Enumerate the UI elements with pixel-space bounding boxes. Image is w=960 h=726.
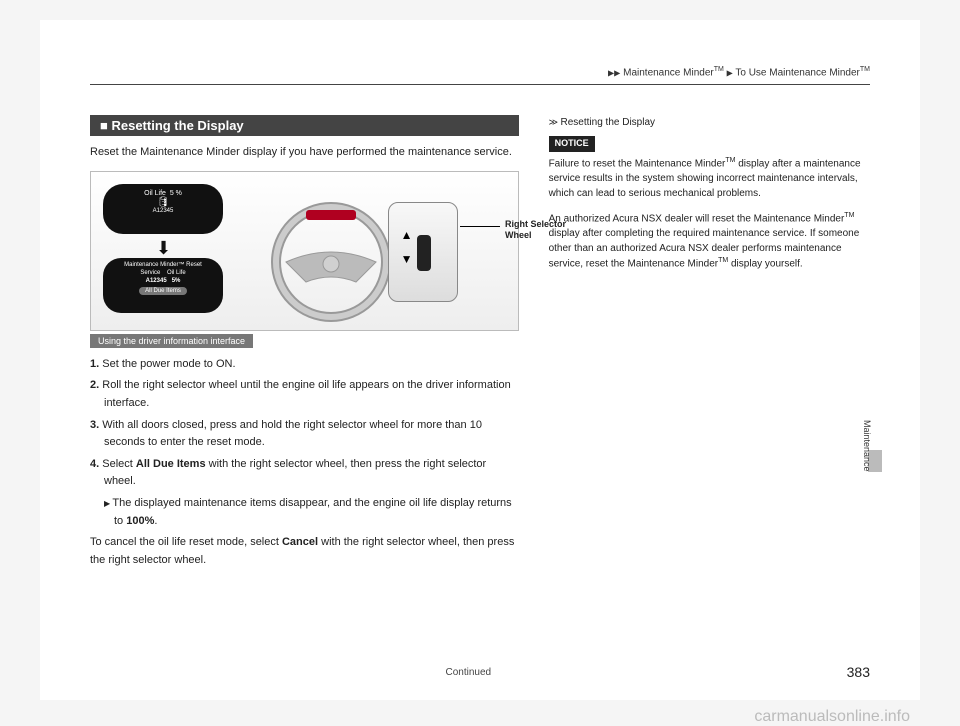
step-item: 3. With all doors closed, press and hold…: [90, 417, 519, 452]
reset-oil: Oil Life: [167, 270, 186, 276]
arrow-down-icon: ⬇: [156, 238, 171, 259]
notice-badge: NOTICE: [549, 136, 595, 152]
tm-mark: TM: [860, 66, 870, 73]
step-text: Roll the right selector wheel until the …: [102, 379, 510, 409]
step-bold: All Due Items: [136, 458, 206, 470]
step-text: With all doors closed, press and hold th…: [102, 419, 482, 449]
oil-can-icon: 🛢: [103, 197, 223, 208]
tm-mark: TM: [714, 66, 724, 73]
p2-mid: display after completing the required ma…: [549, 228, 860, 269]
page: ▶▶ Maintenance MinderTM ▶ To Use Mainten…: [40, 20, 920, 700]
p2-post: display yourself.: [728, 259, 802, 270]
breadcrumb-1: Maintenance Minder: [623, 67, 714, 78]
diagram-caption: Using the driver information interface: [90, 334, 253, 348]
watermark: carmanualsonline.info: [754, 708, 910, 726]
chevron-icon: ▶▶: [608, 68, 620, 77]
notice-p2: An authorized Acura NSX dealer will rese…: [549, 211, 870, 272]
cancel-text: To cancel the oil life reset mode, selec…: [90, 534, 519, 569]
step-num: 4.: [90, 458, 99, 470]
side-column: Resetting the Display NOTICE Failure to …: [549, 115, 870, 569]
tm-mark: TM: [725, 157, 735, 164]
continued-label: Continued: [90, 667, 847, 678]
page-number: 383: [847, 664, 870, 680]
footer: Continued 383: [90, 664, 870, 680]
step-text: Set the power mode to ON.: [102, 358, 235, 370]
oil-code: A12345: [103, 208, 223, 214]
step-text-pre: Select: [102, 458, 136, 470]
notice-p1: Failure to reset the Maintenance MinderT…: [549, 156, 870, 201]
reset-option: All Due Items: [139, 287, 187, 295]
selector-wheel-callout: ▲▼: [388, 202, 458, 302]
sub-step: The displayed maintenance items disappea…: [90, 495, 519, 530]
selector-knob: [417, 235, 431, 271]
info-title: Resetting the Display: [549, 115, 870, 130]
step-item: 4. Select All Due Items with the right s…: [90, 456, 519, 491]
cancel-pre: To cancel the oil life reset mode, selec…: [90, 536, 282, 548]
breadcrumb: ▶▶ Maintenance MinderTM ▶ To Use Mainten…: [90, 60, 870, 85]
step-item: 1. Set the power mode to ON.: [90, 356, 519, 374]
oil-life-label: Oil Life: [144, 190, 166, 197]
sub-pre: The displayed maintenance items disappea…: [112, 497, 511, 527]
cancel-bold: Cancel: [282, 536, 318, 548]
tm-mark: TM: [844, 212, 854, 219]
section-title: Resetting the Display: [90, 115, 519, 136]
reset-code: A12345: [146, 278, 167, 284]
reset-pct: 5%: [172, 278, 181, 284]
section-tab-label: Maintenance: [862, 420, 872, 472]
step-num: 2.: [90, 379, 99, 391]
step-item: 2. Roll the right selector wheel until t…: [90, 377, 519, 412]
reset-screen: Maintenance Minder™ Reset Service Oil Li…: [103, 258, 223, 313]
step-num: 3.: [90, 419, 99, 431]
diagram: Oil Life 5 % 🛢 A12345 ⬇ Maintenance Mind…: [90, 171, 519, 331]
up-down-arrow-icon: ▲▼: [401, 231, 413, 263]
steps-list: 1. Set the power mode to ON. 2. Roll the…: [90, 356, 519, 491]
tm-mark: TM: [718, 257, 728, 264]
p2-pre: An authorized Acura NSX dealer will rese…: [549, 213, 845, 224]
breadcrumb-2: To Use Maintenance Minder: [735, 67, 860, 78]
chevron-icon: ▶: [727, 68, 733, 77]
callout-leader-line: [460, 226, 500, 227]
sub-bold: 100%: [126, 515, 154, 527]
step-num: 1.: [90, 358, 99, 370]
sub-post: .: [154, 515, 157, 527]
intro-text: Reset the Maintenance Minder display if …: [90, 144, 519, 161]
reset-service: Service: [140, 270, 160, 276]
reset-title: Maintenance Minder™ Reset: [103, 262, 223, 268]
p1-pre: Failure to reset the Maintenance Minder: [549, 158, 726, 169]
callout-label: Right Selector Wheel: [505, 219, 575, 241]
oil-life-value: 5 %: [170, 190, 182, 197]
main-column: Resetting the Display Reset the Maintena…: [90, 115, 519, 569]
oil-life-screen: Oil Life 5 % 🛢 A12345: [103, 184, 223, 234]
